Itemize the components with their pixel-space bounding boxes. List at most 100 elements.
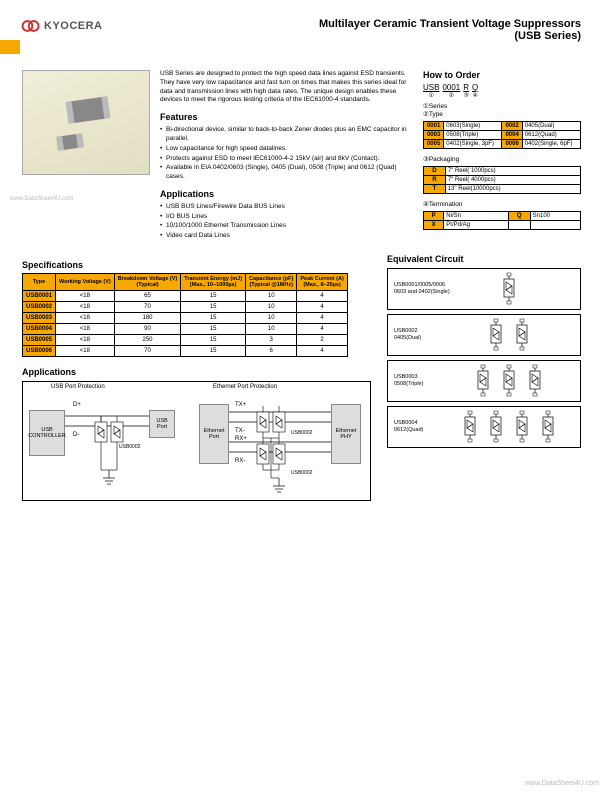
table-cell: 70 <box>114 302 181 313</box>
table-cell: USB0005 <box>23 335 56 346</box>
table-row: USB0003<1818015104 <box>23 313 348 324</box>
table-cell: 15 <box>181 313 246 324</box>
order-part: USB① <box>423 83 439 99</box>
applications-heading: Applications <box>160 188 413 200</box>
table-row: PNi/SnQSn100 <box>424 212 581 221</box>
table-cell: 4 <box>297 313 347 324</box>
table-cell: 15 <box>181 324 246 335</box>
product-photo <box>22 70 150 175</box>
app-item: Video card Data Lines <box>160 232 413 241</box>
table-cell: <18 <box>56 324 115 335</box>
title-line-2: (USB Series) <box>319 30 581 42</box>
table-cell: USB0001 <box>23 291 56 302</box>
table-cell: 180 <box>114 313 181 324</box>
table-cell: <18 <box>56 335 115 346</box>
table-row: D7" Reel( 1000pcs) <box>424 167 581 176</box>
table-row: USB0001<186515104 <box>23 291 348 302</box>
feature-item: Bi-directional device, similar to back-t… <box>160 126 413 144</box>
feature-item: Protects against ESD to meet IEC61000-4-… <box>160 155 413 164</box>
specs-heading: Specifications <box>22 260 371 270</box>
chip-icon <box>56 133 84 150</box>
intro-paragraph: USB Series are designed to protect the h… <box>160 70 413 105</box>
app-item: USB BUS Lines/Firewire Data BUS Lines <box>160 203 413 212</box>
svg-text:USB0002: USB0002 <box>291 430 313 436</box>
table-cell: USB0004 <box>23 324 56 335</box>
order-part: Q④ <box>472 83 478 99</box>
feature-item: Available in EIA 0402/0603 (Single), 040… <box>160 164 413 182</box>
eq-diagram-icon <box>460 273 574 305</box>
eq-diagram-icon <box>460 365 574 397</box>
table-header: Working Voltage (V) <box>56 274 115 291</box>
applications-heading-2: Applications <box>22 367 371 377</box>
table-cell: 250 <box>114 335 181 346</box>
table-cell: 4 <box>297 291 347 302</box>
svg-text:D+: D+ <box>73 402 81 408</box>
table-cell: 6 <box>246 346 297 357</box>
app-item: 10/100/1000 Ethernet Transmission Lines <box>160 222 413 231</box>
table-cell: 3 <box>246 335 297 346</box>
table-row: USB0004<189015104 <box>23 324 348 335</box>
row-intro: USB Series are designed to protect the h… <box>22 70 581 242</box>
table-cell: 15 <box>181 335 246 346</box>
svg-text:TX-: TX- <box>235 428 245 434</box>
table-cell: <18 <box>56 291 115 302</box>
label-termination: ④Termination <box>423 200 581 208</box>
kyocera-logo-icon <box>22 18 40 34</box>
eq-label: USB00020405(Dual) <box>394 328 450 341</box>
table-header: Breakdown Voltage (V)(Typical) <box>114 274 181 291</box>
eq-diagram-icon <box>460 411 574 443</box>
packaging-table: D7" Reel( 1000pcs) R7" Reel( 4000pcs) T1… <box>423 166 581 194</box>
table-header: Type <box>23 274 56 291</box>
svg-text:RX-: RX- <box>235 458 245 464</box>
equivalent-circuit-box: USB00020405(Dual) <box>387 314 581 356</box>
table-cell: 10 <box>246 313 297 324</box>
table-cell: 4 <box>297 324 347 335</box>
how-to-order: How to Order USB① 0001② R③ Q④ ①Series ②T… <box>423 70 581 242</box>
intro-text: USB Series are designed to protect the h… <box>160 70 413 242</box>
table-row: T13" Reel(10000pcs) <box>424 185 581 194</box>
table-cell: <18 <box>56 346 115 357</box>
table-row: 00030508(Triple)00040612(Quad) <box>424 131 581 140</box>
watermark-left: www.DataSheet4U.com <box>10 196 73 202</box>
label-series: ①Series <box>423 102 581 110</box>
table-header: Transient Energy (mJ)(Max., 10–1000µs) <box>181 274 246 291</box>
right-column: Equivalent Circuit USB0001/0005/00060603… <box>387 254 581 452</box>
equivalent-circuit-list: USB0001/0005/00060603 and 0402(Single) U… <box>387 268 581 448</box>
watermark-right: www.DataSheet4U.com <box>525 780 599 787</box>
table-cell: 10 <box>246 324 297 335</box>
order-part: R③ <box>463 83 469 99</box>
header: KYOCERA Multilayer Ceramic Transient Vol… <box>22 18 581 42</box>
accent-tab <box>0 40 20 54</box>
eq-label: USB0001/0005/00060603 and 0402(Single) <box>394 282 450 295</box>
title-line-1: Multilayer Ceramic Transient Voltage Sup… <box>319 18 581 30</box>
table-cell: <18 <box>56 313 115 324</box>
table-cell: USB0002 <box>23 302 56 313</box>
page: KYOCERA Multilayer Ceramic Transient Vol… <box>0 0 609 519</box>
table-cell: 90 <box>114 324 181 335</box>
equivalent-circuit-box: USB00040612(Quad) <box>387 406 581 448</box>
features-list: Bi-directional device, similar to back-t… <box>160 126 413 182</box>
table-row: R7" Reel( 4000pcs) <box>424 176 581 185</box>
eq-label: USB00030508(Triple) <box>394 374 450 387</box>
table-row: XPt/Pd/Ag <box>424 221 581 230</box>
table-cell: 10 <box>246 291 297 302</box>
table-cell: 15 <box>181 302 246 313</box>
type-table: 00010603(Single)00020405(Dual) 00030508(… <box>423 121 581 149</box>
label-type: ②Type <box>423 110 581 118</box>
specifications-table: TypeWorking Voltage (V)Breakdown Voltage… <box>22 273 348 357</box>
eq-label: USB00040612(Quad) <box>394 420 450 433</box>
table-row: 00050402(Single, 3pF)00060402(Single, 6p… <box>424 140 581 149</box>
chip-icon <box>66 96 111 124</box>
table-cell: 4 <box>297 346 347 357</box>
svg-text:D-: D- <box>73 432 79 438</box>
table-row: 00010603(Single)00020405(Dual) <box>424 122 581 131</box>
brand-name: KYOCERA <box>44 20 103 32</box>
applications-diagram: USB Port Protection Ethernet Port Protec… <box>22 381 371 501</box>
table-row: USB0006<18701564 <box>23 346 348 357</box>
mid-row: Specifications TypeWorking Voltage (V)Br… <box>22 254 581 501</box>
equivalent-circuit-box: USB00030508(Triple) <box>387 360 581 402</box>
table-cell: USB0006 <box>23 346 56 357</box>
svg-text:USB0002: USB0002 <box>119 444 141 450</box>
table-row: USB0005<182501532 <box>23 335 348 346</box>
label-packaging: ③Packaging <box>423 155 581 163</box>
